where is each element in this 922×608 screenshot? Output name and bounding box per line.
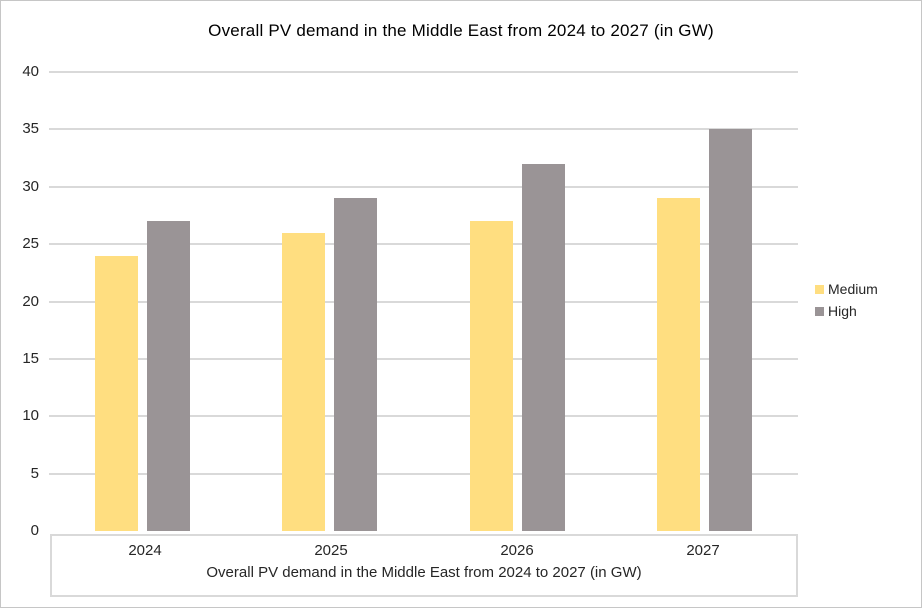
legend-item-medium: Medium (815, 281, 878, 297)
chart-title: Overall PV demand in the Middle East fro… (208, 21, 714, 40)
bar-medium-2025 (282, 232, 326, 531)
bar-high-2026 (521, 163, 565, 531)
plot-area (49, 71, 798, 531)
gridline-y20 (49, 300, 798, 303)
bar-high-2027 (708, 129, 752, 531)
y-tick-label-40: 40 (22, 63, 39, 80)
x-axis-labels: 2024 2025 2026 2027 (52, 542, 796, 559)
legend-item-high: High (815, 303, 878, 319)
legend-swatch-medium (815, 284, 824, 294)
y-tick-label-10: 10 (22, 407, 39, 425)
gridline-y15 (49, 357, 798, 360)
bar-medium-2027 (656, 198, 700, 531)
gridline-y5 (49, 472, 798, 475)
legend: Medium High (815, 281, 878, 325)
y-tick-label-30: 30 (22, 177, 39, 195)
bar-high-2025 (334, 198, 378, 531)
y-tick-label-5: 5 (30, 464, 39, 482)
y-tick-label-20: 20 (22, 292, 39, 310)
bar-medium-2024 (95, 255, 139, 531)
x-axis-box: 2024 2025 2026 2027 Overall PV demand in th… (50, 534, 798, 597)
y-tick-label-15: 15 (22, 349, 39, 367)
y-tick-label-25: 25 (22, 235, 39, 253)
x-tick-label-2024: 2024 (128, 542, 162, 559)
y-tick-label-0: 0 (30, 522, 39, 539)
x-tick-label-2026: 2026 (500, 542, 534, 559)
x-tick-label-2025: 2025 (314, 542, 348, 559)
x-axis-title: Overall PV demand in the Middle East fro… (206, 564, 642, 581)
gridline-y25 (49, 243, 798, 246)
legend-label-medium: Medium (828, 281, 878, 297)
bar-medium-2026 (469, 221, 513, 531)
x-tick-label-2027: 2027 (686, 542, 720, 559)
y-tick-label-35: 35 (22, 120, 39, 138)
legend-label-high: High (828, 303, 857, 319)
gridline-y35 (49, 128, 798, 131)
bar-high-2024 (147, 221, 191, 531)
legend-swatch-high (815, 306, 824, 316)
gridline-y40 (49, 71, 798, 73)
gridline-y30 (49, 185, 798, 188)
gridline-y10 (49, 415, 798, 418)
